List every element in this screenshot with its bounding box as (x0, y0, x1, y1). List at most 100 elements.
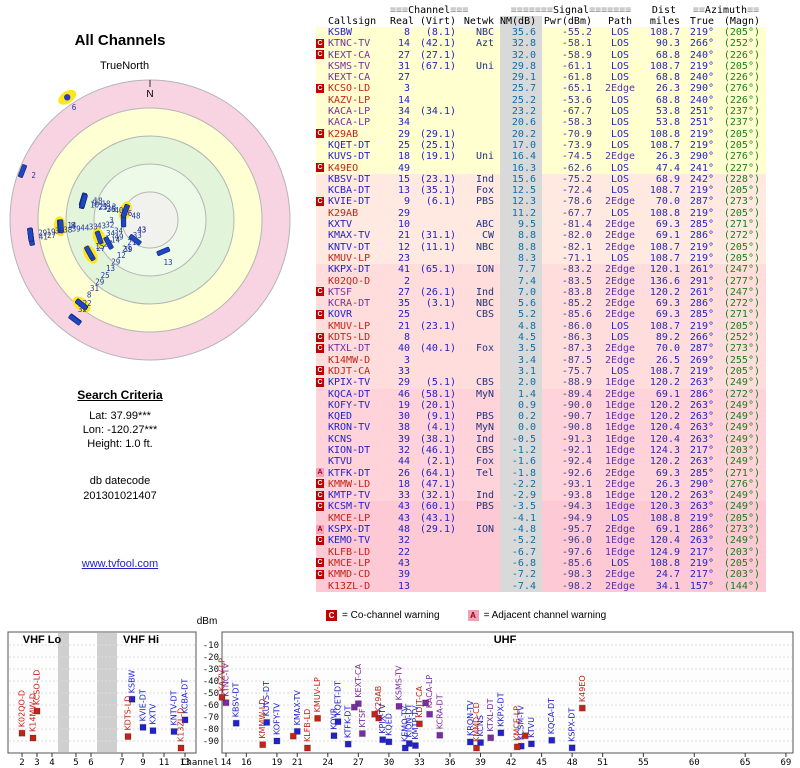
warning-marker (316, 208, 326, 219)
virtual-channel: (23.1) (419, 173, 456, 185)
spectrum-bar (33, 707, 41, 715)
network: CBS (475, 309, 494, 321)
callsign-link[interactable]: KVIE-DT (328, 196, 371, 208)
callsign-link[interactable]: KACA-LP (328, 117, 371, 129)
azimuth-true: 219° (689, 241, 714, 253)
radar-marker-label: 18 (94, 197, 104, 206)
azimuth-magnetic: (249°) (723, 501, 760, 513)
callsign-link[interactable]: KACA-LP (328, 106, 371, 118)
distance: 108.7 (649, 60, 680, 72)
spectrum-bar (232, 719, 240, 727)
azimuth-true: 157° (689, 580, 714, 592)
distance: 69.3 (655, 298, 680, 310)
callsign-link[interactable]: KNTV-DT (328, 241, 371, 253)
spectrum-bar (218, 693, 226, 701)
callsign-link[interactable]: KMMW-LD (328, 478, 371, 490)
real-channel: 8 (403, 27, 410, 38)
callsign-link[interactable]: KQED (328, 411, 353, 423)
callsign-link[interactable]: KMAX-TV (328, 230, 371, 242)
noise-margin: -0.5 (500, 433, 542, 445)
callsign-link[interactable]: KUVS-DT (328, 151, 371, 163)
callsign-link[interactable]: KMUV-LP (328, 252, 371, 264)
callsign-link[interactable]: KTXL-DT (328, 343, 371, 355)
radar-marker-label: 13 (106, 264, 115, 273)
spectrum-bar (385, 738, 393, 746)
callsign-link[interactable]: KDJT-CA (328, 365, 371, 377)
callsign-link[interactable]: KQCA-DT (328, 388, 371, 400)
callsign-link[interactable]: KPIX-TV (328, 377, 371, 389)
callsign-link[interactable]: K14MW-D (328, 354, 371, 366)
callsign-link[interactable]: KEMO-TV (328, 535, 371, 547)
virtual-channel: (25.1) (419, 139, 456, 151)
network (462, 321, 500, 332)
spectrum-bar (401, 744, 409, 752)
callsign-link[interactable]: K29AB (328, 128, 359, 140)
real-channel: 29 (397, 207, 410, 219)
noise-margin: 12.5 (500, 185, 542, 197)
callsign-link[interactable]: KTSF (328, 286, 353, 298)
warning-marker: C (316, 287, 326, 298)
spectrum-bar (415, 720, 423, 728)
callsign-link[interactable]: KMCE-LP (328, 557, 371, 569)
callsign-link[interactable]: KSBW (328, 27, 353, 38)
tvfool-link[interactable]: www.tvfool.com (81, 558, 159, 570)
callsign-link[interactable]: KION-DT (328, 444, 371, 456)
callsign-link[interactable]: KMMD-CD (328, 569, 371, 581)
callsign-link[interactable]: KOFY-TV (328, 399, 371, 411)
network: CW (481, 230, 494, 242)
callsign-link[interactable]: KTNC-TV (328, 38, 371, 50)
path: 2Edge (604, 83, 636, 95)
spectrum-bar (527, 740, 535, 748)
callsign-link[interactable]: KCNS (328, 433, 353, 445)
callsign-link[interactable]: KCBA-DT (328, 185, 371, 197)
callsign-link[interactable]: KCSO-LD (328, 83, 371, 95)
callsign-link[interactable]: KDTS-LD (328, 332, 371, 344)
callsign-link[interactable]: KLFB-LD (328, 546, 371, 558)
callsign-link[interactable]: KQET-DT (328, 139, 371, 151)
callsign-link[interactable]: KBSV-DT (328, 173, 371, 185)
table-row: A KSPX-DT 48 (29.1) ION -4.8 -95.7 2Edge 69.1 286… (316, 524, 766, 536)
callsign-link[interactable]: KTVU (328, 456, 353, 468)
callsign-link[interactable]: KEXT-CA (328, 49, 371, 61)
virtual-channel: (26.1) (419, 286, 456, 298)
callsign-link[interactable]: KCSM-TV (328, 501, 371, 513)
power: -85.6 (561, 309, 592, 321)
callsign-link[interactable]: KKPX-DT (328, 264, 371, 276)
spectrum-station-label: KEXT-CA (354, 663, 363, 697)
co-channel-warning-icon: C (316, 163, 324, 173)
callsign-link[interactable]: KMTP-TV (328, 490, 371, 502)
azimuth-magnetic: (272°) (723, 230, 760, 242)
callsign-link[interactable]: KSPX-DT (328, 524, 371, 536)
callsign-link[interactable]: K49EO (328, 162, 359, 174)
azimuth-magnetic: (273°) (723, 343, 760, 355)
callsign-link[interactable]: KAZV-LP (328, 94, 371, 106)
callsign-link[interactable]: K13ZL-D (328, 580, 371, 592)
callsign-link[interactable]: KMCE-LP (328, 512, 371, 524)
path: 2Edge (604, 230, 636, 242)
callsign-link[interactable]: KEXT-CA (328, 72, 371, 84)
callsign-link[interactable]: KTFK-DT (328, 467, 371, 479)
callsign-link[interactable]: KRON-TV (328, 422, 371, 434)
callsign-link[interactable]: KOVR (328, 309, 353, 321)
noise-margin: 3.1 (500, 365, 542, 378)
callsign-link[interactable]: KCRA-DT (328, 298, 371, 310)
channel-tick-label: 3 (34, 758, 39, 768)
radar-marker (120, 204, 130, 218)
callsign-link[interactable]: KSMS-TV (328, 60, 371, 72)
radar-marker-label: 29 (95, 278, 104, 287)
table-row: C KMTP-TV 33 (32.1) Ind -2.9 -93.8 1Edge 120.2 26… (316, 490, 766, 502)
power: -83.8 (561, 286, 592, 298)
radar-marker-label: 12 (117, 251, 126, 260)
power: -87.3 (561, 343, 592, 355)
callsign-link[interactable]: K29AB (328, 207, 359, 219)
callsign-link[interactable]: K02QO-D (328, 275, 371, 287)
azimuth-magnetic: (203°) (723, 546, 760, 558)
radar-marker-label: 38 (63, 226, 73, 235)
callsign-link[interactable]: KMUV-LP (328, 320, 371, 332)
power: -92.6 (561, 467, 592, 479)
distance: 120.4 (649, 535, 680, 547)
real-channel: 15 (397, 173, 410, 185)
azimuth-true: 219° (689, 128, 714, 140)
table-row: C KEMO-TV 32 -5.2 -96.0 1Edge 120.4 263° (249°) (316, 535, 766, 547)
callsign-link[interactable]: KXTV (328, 219, 353, 231)
